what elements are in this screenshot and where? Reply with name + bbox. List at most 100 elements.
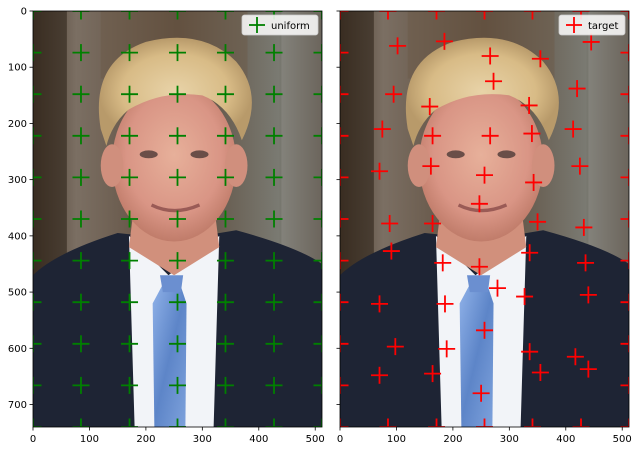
point-uniform-67: [216, 376, 234, 394]
y-tick-label-0-4: 400: [8, 231, 27, 242]
point-target-36: [381, 214, 399, 232]
point-uniform-74: [216, 418, 234, 427]
point-uniform-14: [33, 85, 42, 103]
point-target-15: [385, 85, 403, 103]
point-uniform-58: [121, 335, 139, 353]
point-uniform-7: [33, 44, 42, 62]
point-target-74: [523, 418, 541, 427]
x-tick-label-1-0: 0: [337, 434, 343, 445]
point-uniform-38: [169, 210, 186, 228]
chart-panel-1: 0 100 200 300 400 500 target: [336, 10, 632, 445]
point-target-58: [438, 340, 456, 358]
point-uniform-28: [33, 168, 42, 186]
point-target-52: [488, 279, 506, 297]
point-uniform-56: [33, 335, 42, 353]
marker-group-1: [340, 11, 629, 427]
point-target-21: [340, 127, 349, 145]
point-uniform-10: [169, 44, 186, 62]
point-target-68: [579, 360, 597, 378]
point-target-18: [520, 96, 538, 114]
point-uniform-13: [313, 44, 322, 62]
axes-frame-1: [339, 10, 630, 428]
point-target-46: [521, 244, 539, 262]
y-tick-label-0-6: 600: [8, 344, 27, 355]
point-uniform-61: [265, 335, 283, 353]
point-target-53: [516, 288, 534, 306]
y-tick-label-0-3: 300: [8, 175, 27, 186]
point-target-23: [424, 127, 442, 145]
point-uniform-35: [33, 210, 42, 228]
y-tick-label-0-7: 700: [8, 400, 27, 411]
point-uniform-3: [169, 11, 186, 20]
chart-panel-0: 0 100 200 300 400 500 0 100 200 300 400 500 600 700 un…: [8, 7, 325, 446]
point-uniform-68: [265, 376, 283, 394]
point-uniform-32: [216, 168, 234, 186]
point-uniform-54: [265, 293, 283, 311]
point-uniform-40: [265, 210, 283, 228]
point-uniform-31: [169, 168, 186, 186]
point-target-71: [379, 418, 397, 427]
x-tick-label-0-0: 0: [30, 434, 36, 445]
point-uniform-69: [313, 376, 322, 394]
point-uniform-60: [216, 335, 234, 353]
point-uniform-19: [265, 85, 283, 103]
point-uniform-49: [33, 293, 42, 311]
point-target-14: [340, 85, 349, 103]
x-tick-label-0-3: 300: [193, 434, 212, 445]
point-uniform-57: [72, 335, 90, 353]
point-uniform-53: [216, 293, 234, 311]
point-target-40: [575, 218, 593, 236]
point-uniform-63: [33, 376, 42, 394]
legend-label-1: target: [588, 21, 618, 32]
point-uniform-26: [265, 127, 283, 145]
y-tick-label-0-0: 0: [21, 7, 27, 18]
x-tick-label-1-5: 500: [613, 434, 632, 445]
point-target-60: [521, 343, 539, 361]
x-tick-label-1-4: 400: [556, 434, 575, 445]
point-uniform-9: [121, 44, 139, 62]
x-tick-label-1-1: 100: [387, 434, 406, 445]
point-uniform-48: [313, 252, 322, 270]
point-target-48: [620, 252, 629, 270]
point-uniform-66: [169, 376, 186, 394]
point-uniform-16: [121, 85, 139, 103]
point-target-26: [564, 120, 582, 138]
point-uniform-52: [169, 293, 186, 311]
point-target-45: [470, 258, 488, 276]
point-target-50: [371, 295, 389, 313]
point-target-42: [340, 252, 349, 270]
point-uniform-30: [121, 168, 139, 186]
point-uniform-15: [72, 85, 90, 103]
point-target-73: [476, 418, 493, 427]
point-uniform-41: [313, 210, 322, 228]
point-target-30: [422, 157, 440, 175]
x-tick-label-0-5: 500: [306, 434, 325, 445]
point-target-33: [571, 157, 589, 175]
point-target-25: [523, 125, 541, 143]
point-uniform-25: [216, 127, 234, 145]
point-uniform-44: [121, 252, 139, 270]
point-uniform-51: [121, 293, 139, 311]
point-uniform-1: [72, 11, 90, 20]
point-target-31: [476, 166, 493, 184]
point-uniform-45: [169, 252, 186, 270]
axes-frame-0: [32, 10, 323, 428]
point-target-65: [424, 365, 442, 383]
point-target-3: [476, 11, 493, 20]
point-target-63: [340, 376, 349, 394]
point-target-7: [340, 44, 349, 62]
point-uniform-24: [169, 127, 186, 145]
point-uniform-8: [72, 44, 90, 62]
point-target-16: [421, 98, 439, 116]
x-tick-label-1-2: 200: [443, 434, 462, 445]
x-tick-label-0-1: 100: [80, 434, 99, 445]
point-target-35: [340, 210, 349, 228]
point-uniform-12: [265, 44, 283, 62]
point-uniform-59: [169, 335, 186, 353]
point-target-13: [620, 44, 629, 62]
y-tick-label-0-1: 100: [8, 63, 27, 74]
point-uniform-22: [72, 127, 90, 145]
point-target-4: [523, 11, 541, 20]
point-uniform-27: [313, 127, 322, 145]
